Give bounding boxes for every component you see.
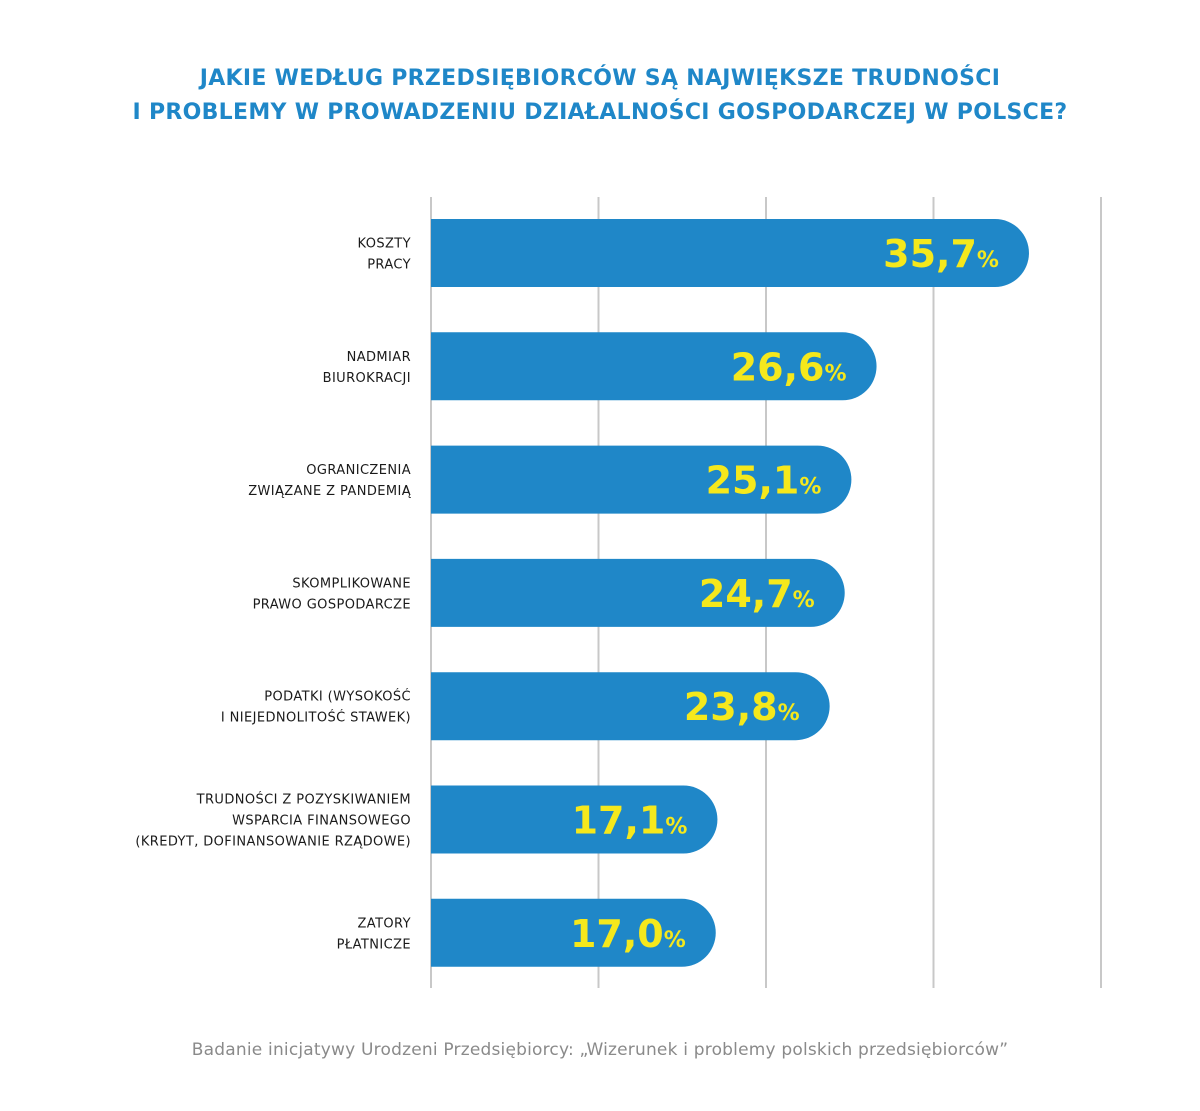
source-note: Badanie inicjatywy Urodzeni Przedsiębior… — [191, 1040, 1009, 1060]
category-label: OGRANICZENIA ZWIĄZANE Z PANDEMIĄ — [248, 463, 411, 499]
bar — [431, 785, 718, 854]
bar — [431, 445, 852, 514]
value-label: 35,7% — [883, 232, 999, 276]
bar — [431, 898, 716, 967]
value-label: 17,1% — [572, 799, 688, 843]
value-label: 25,1% — [706, 459, 822, 503]
value-label: 26,6% — [731, 345, 847, 389]
bar — [431, 558, 845, 627]
bar — [431, 672, 830, 741]
chart-title-line-1: JAKIE WEDŁUG PRZEDSIĘBIORCÓW SĄ NAJWIĘKS… — [199, 66, 1001, 91]
bar — [431, 219, 1029, 287]
value-label: 17,0% — [570, 912, 686, 956]
category-label: ZATORY PŁATNICZE — [337, 916, 411, 952]
value-label: 23,8% — [684, 685, 800, 729]
category-label: SKOMPLIKOWANE PRAWO GOSPODARCZE — [253, 576, 411, 612]
value-label: 24,7% — [699, 572, 815, 616]
category-label: NADMIAR BIUROKRACJI — [323, 350, 411, 386]
category-label: TRUDNOŚCI Z POZYSKIWANIEM WSPARCIA FINANS… — [135, 792, 411, 850]
chart-title-line-2: I PROBLEMY W PROWADZENIU DZIAŁALNOŚCI GO… — [132, 100, 1068, 125]
category-label: PODATKI (WYSOKOŚĆ I NIEJEDNOLITOŚĆ STAWEK… — [221, 689, 411, 726]
bar — [431, 332, 877, 401]
category-label: KOSZTY PRACY — [358, 237, 412, 273]
